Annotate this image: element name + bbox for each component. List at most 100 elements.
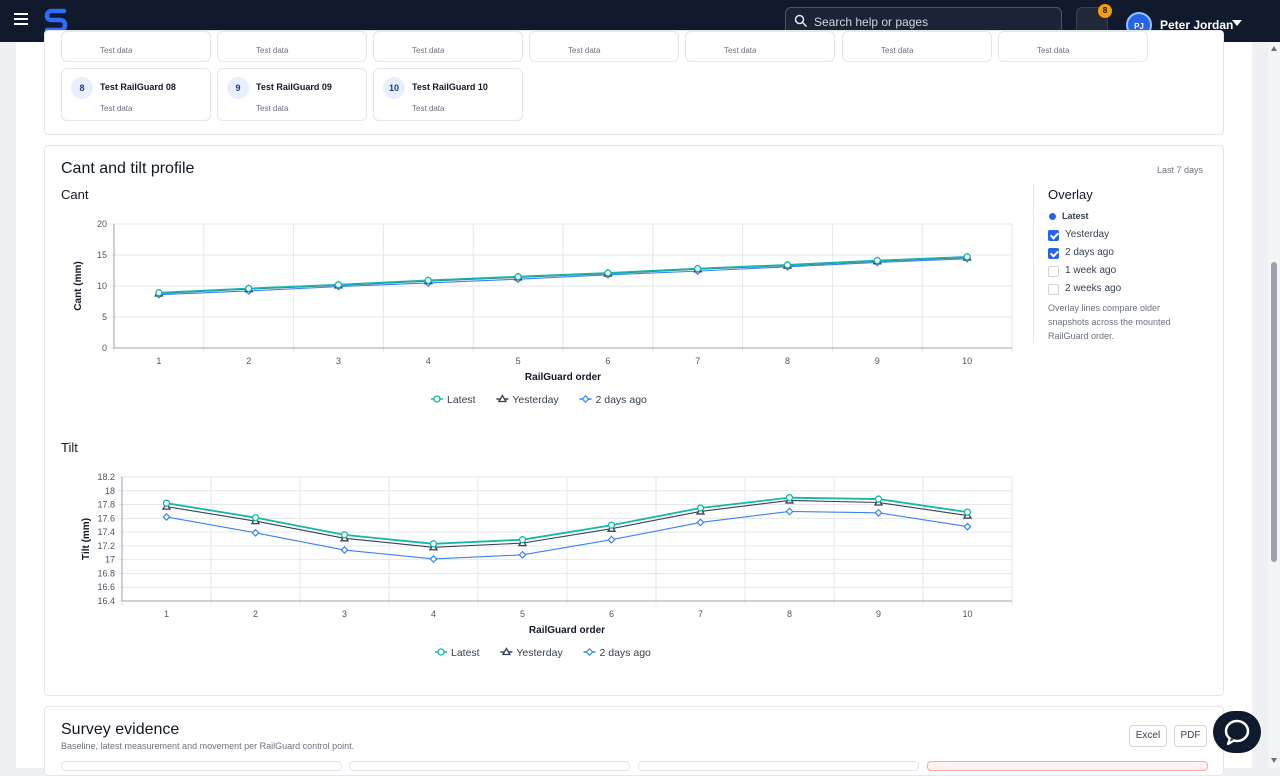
y-axis-label: Tilt (mm) — [81, 518, 92, 560]
export-pdf-button[interactable]: PDF — [1174, 725, 1207, 747]
x-tick-label: 3 — [342, 609, 347, 619]
y-tick-label: 17 — [105, 555, 115, 565]
railguard-tile[interactable]: Test data — [529, 31, 679, 62]
railguard-sub: Test data — [881, 46, 914, 55]
overlay-divider — [1033, 184, 1034, 342]
railguard-name: Test RailGuard 10 — [412, 82, 488, 92]
search-icon — [794, 14, 808, 28]
railguard-tile[interactable]: Test data — [842, 31, 992, 62]
cant-chart-title: Cant — [61, 187, 89, 202]
overlay-label: 1 week ago — [1065, 265, 1117, 276]
data-point — [245, 284, 253, 293]
overlay-label: Latest — [1062, 211, 1089, 221]
data-point — [874, 508, 883, 517]
x-tick-label: 8 — [785, 356, 790, 366]
y-tick-label: 17.6 — [97, 513, 115, 523]
y-tick-label: 16.4 — [97, 596, 115, 606]
railguard-sub: Test data — [100, 46, 133, 55]
y-tick-label: 18.2 — [97, 472, 115, 482]
y-axis-label: Cant (mm) — [73, 261, 84, 310]
railguard-tile[interactable]: 9 Test RailGuard 09 Test data — [217, 68, 367, 121]
railguard-sub: Test data — [256, 46, 289, 55]
legend-marker — [433, 395, 441, 403]
cant-chart: 0 5 10 15 20 1 2 3 4 5 6 7 8 9 10 RailGuard order Cant (… — [73, 219, 1013, 406]
x-tick-label: 1 — [164, 609, 169, 619]
scroll-up-icon[interactable] — [1271, 46, 1277, 51]
railguard-tile[interactable]: Test data — [998, 31, 1148, 62]
railguard-tile[interactable]: 8 Test RailGuard 08 Test data — [61, 68, 211, 121]
railguard-tile[interactable]: Test data — [373, 31, 523, 62]
profile-title: Cant and tilt profile — [61, 160, 195, 177]
y-tick-label: 16.6 — [97, 582, 115, 592]
menu-icon[interactable] — [14, 13, 28, 25]
data-point — [785, 507, 794, 516]
checkbox[interactable] — [1048, 248, 1059, 259]
period-label: Last 7 days — [1157, 165, 1204, 175]
x-tick-label: 7 — [698, 609, 703, 619]
checkbox[interactable] — [1048, 266, 1059, 277]
railguard-number: 10 — [383, 77, 405, 99]
y-tick-label: 17.8 — [97, 500, 115, 510]
legend-label: Latest — [447, 394, 476, 406]
series-line — [158, 255, 968, 294]
y-tick-label: 18 — [105, 486, 115, 496]
y-tick-label: 0 — [102, 343, 107, 353]
app-logo[interactable] — [44, 8, 68, 34]
overlay-label: 2 days ago — [1065, 247, 1114, 258]
checkbox[interactable] — [1048, 284, 1059, 295]
railguard-tile[interactable]: 10 Test RailGuard 10 Test data — [373, 68, 523, 121]
chat-icon — [1224, 719, 1250, 746]
overlay-title: Overlay — [1048, 187, 1093, 202]
legend-label: 2 days ago — [596, 394, 648, 406]
data-point — [963, 522, 972, 531]
scroll-thumb[interactable] — [1271, 262, 1277, 562]
data-point — [424, 276, 432, 285]
x-tick-label: 6 — [605, 356, 610, 366]
x-tick-label: 8 — [787, 609, 792, 619]
railguard-tile[interactable]: Test data — [61, 31, 211, 62]
railguard-sub: Test data — [568, 46, 601, 55]
x-tick-label: 9 — [875, 356, 880, 366]
export-excel-button[interactable]: Excel — [1129, 725, 1167, 747]
data-point — [963, 508, 972, 516]
survey-tile[interactable] — [638, 761, 919, 771]
y-tick-label: 15 — [97, 250, 107, 260]
data-point — [251, 528, 260, 537]
series-line — [166, 510, 968, 560]
legend-marker — [585, 647, 594, 657]
legend-marker — [497, 394, 508, 403]
survey-tile-alert[interactable] — [927, 761, 1208, 771]
chat-button[interactable] — [1213, 711, 1261, 753]
checkbox[interactable] — [1048, 230, 1059, 241]
overlay-note: Overlay lines compare older snapshots ac… — [1048, 303, 1171, 341]
scrollbar[interactable] — [1268, 42, 1280, 768]
x-tick-label: 7 — [695, 356, 700, 366]
data-point — [694, 264, 702, 273]
y-tick-label: 20 — [97, 219, 107, 229]
data-point — [607, 521, 616, 529]
notification-badge: 8 — [1098, 4, 1112, 18]
survey-tile[interactable] — [61, 761, 342, 771]
data-point — [518, 536, 527, 544]
data-point — [340, 531, 349, 539]
y-tick-label: 5 — [102, 312, 107, 322]
tilt-chart: 16.4 16.6 16.8 17 17.2 17.4 17.6 17.8 18 18.2 1 2 3 4… — [81, 472, 1013, 659]
data-point — [696, 504, 705, 512]
x-tick-label: 3 — [336, 356, 341, 366]
survey-subtitle: Baseline, latest measurement and movemen… — [61, 741, 355, 751]
chevron-down-icon[interactable] — [1232, 20, 1242, 26]
search-input[interactable] — [814, 13, 1054, 31]
overlay-label: 2 weeks ago — [1065, 283, 1122, 294]
survey-title: Survey evidence — [61, 721, 180, 738]
railguard-tile[interactable]: Test data — [685, 31, 835, 62]
legend-marker — [501, 647, 512, 656]
data-point — [874, 495, 883, 503]
scroll-down-icon[interactable] — [1271, 758, 1277, 763]
x-axis-label: RailGuard order — [529, 625, 605, 636]
legend-label: Latest — [451, 647, 480, 659]
data-point — [429, 554, 438, 564]
survey-tile[interactable] — [349, 761, 630, 771]
search-box[interactable] — [785, 7, 1062, 36]
railguard-tile[interactable]: Test data — [217, 31, 367, 62]
user-name[interactable]: Peter Jordan — [1160, 18, 1234, 32]
